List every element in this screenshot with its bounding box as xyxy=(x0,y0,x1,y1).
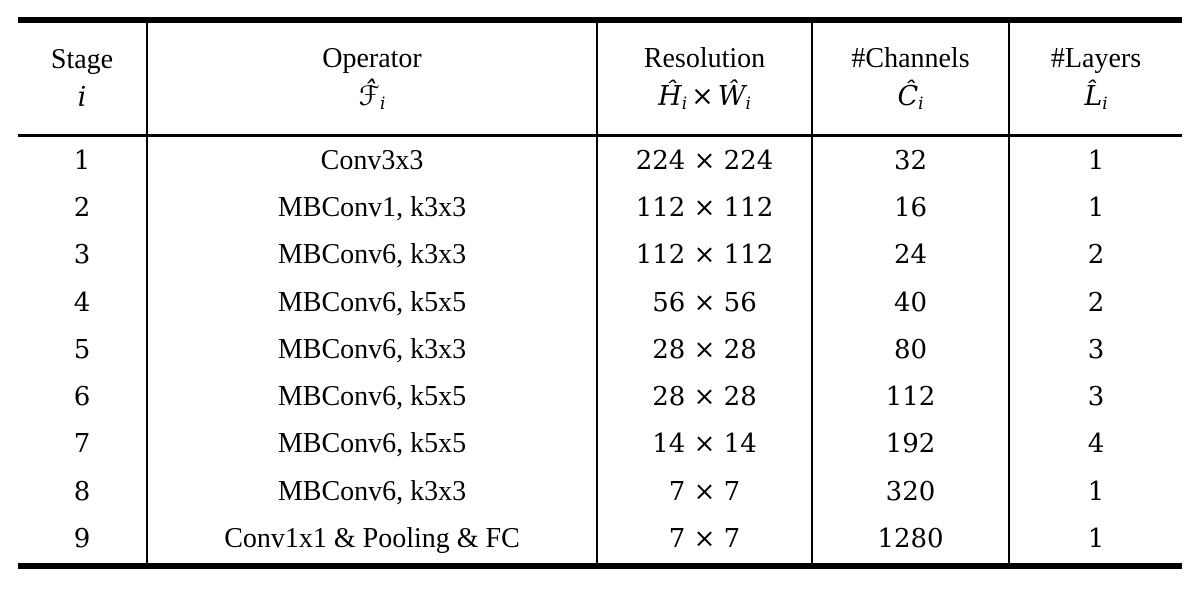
header-stage-title: Stage xyxy=(50,43,114,75)
table-row: 5 MBConv6, k3x3 28 × 28 80 3 xyxy=(18,326,1182,374)
architecture-table: Stage i Operator ℱ̂i Resolution Ĥi × Ŵi #C… xyxy=(18,17,1182,569)
cell-layers: 4 xyxy=(1087,429,1105,460)
table-row: 8 MBConv6, k3x3 7 × 7 320 1 xyxy=(18,468,1182,516)
cell-channels: 320 xyxy=(813,468,1010,516)
table-body: 1 Conv3x3 224 × 224 32 1 2 MBConv1, k3x3 112 × … xyxy=(18,137,1182,563)
header-channels-title: #Channels xyxy=(851,43,970,75)
table-top-rule xyxy=(18,17,1182,23)
header-resolution-symbol: Ĥi × Ŵi xyxy=(658,81,751,114)
table-row: 3 MBConv6, k3x3 112 × 112 24 2 xyxy=(18,231,1182,279)
cell-channels: 192 xyxy=(813,420,1010,469)
cell-channels: 40 xyxy=(813,278,1010,327)
cell-resolution: 28 × 28 xyxy=(598,373,813,421)
cell-resolution: 14 × 14 xyxy=(598,420,813,469)
cell-operator: MBConv6, k5x5 xyxy=(148,420,598,469)
cell-operator: MBConv1, k3x3 xyxy=(148,184,598,232)
cell-channels: 80 xyxy=(813,326,1010,374)
table-header-row: Stage i Operator ℱ̂i Resolution Ĥi × Ŵi #C… xyxy=(18,23,1182,134)
cell-operator: MBConv6, k3x3 xyxy=(148,468,598,516)
cell-stage: 5 xyxy=(18,326,148,374)
header-operator-symbol: ℱ̂i xyxy=(358,81,386,114)
cell-stage: 7 xyxy=(18,420,148,469)
header-stage-symbol: i xyxy=(77,81,87,113)
cell-stage: 1 xyxy=(18,137,148,185)
table-bottom-rule xyxy=(18,562,1182,569)
cell-resolution: 7 × 7 xyxy=(598,515,813,563)
table-row: 2 MBConv1, k3x3 112 × 112 16 1 xyxy=(18,184,1182,232)
cell-channels: 112 xyxy=(813,373,1010,421)
cell-operator: Conv3x3 xyxy=(148,137,598,185)
cell-stage: 8 xyxy=(18,468,148,516)
header-operator: Operator ℱ̂i xyxy=(148,23,598,134)
cell-resolution: 56 × 56 xyxy=(598,278,813,327)
cell-layers: 1 xyxy=(1087,524,1105,555)
cell-operator: MBConv6, k3x3 xyxy=(148,231,598,279)
cell-resolution: 224 × 224 xyxy=(598,137,813,185)
cell-channels: 32 xyxy=(813,137,1010,185)
header-resolution-title: Resolution xyxy=(643,43,766,75)
header-operator-title: Operator xyxy=(322,43,422,75)
header-channels-symbol: Ĉi xyxy=(897,81,924,114)
header-stage: Stage i xyxy=(18,23,148,134)
cell-layers: 2 xyxy=(1087,240,1105,271)
cell-operator: MBConv6, k3x3 xyxy=(148,326,598,374)
cell-layers: 1 xyxy=(1087,192,1105,223)
cell-operator: Conv1x1 & Pooling & FC xyxy=(148,515,598,563)
cell-channels: 16 xyxy=(813,184,1010,232)
table-row: 7 MBConv6, k5x5 14 × 14 192 4 xyxy=(18,420,1182,469)
cell-stage: 2 xyxy=(18,184,148,232)
cell-channels: 24 xyxy=(813,231,1010,279)
cell-resolution: 7 × 7 xyxy=(598,468,813,516)
header-resolution: Resolution Ĥi × Ŵi xyxy=(598,23,813,134)
cell-layers: 2 xyxy=(1087,287,1105,318)
table-row: 4 MBConv6, k5x5 56 × 56 40 2 xyxy=(18,278,1182,327)
cell-stage: 4 xyxy=(18,278,148,327)
cell-layers: 1 xyxy=(1087,476,1105,507)
table-row: 1 Conv3x3 224 × 224 32 1 xyxy=(18,137,1182,185)
table-row: 9 Conv1x1 & Pooling & FC 7 × 7 1280 1 xyxy=(18,515,1182,563)
cell-stage: 9 xyxy=(18,515,148,563)
header-layers-symbol: L̂i xyxy=(1084,81,1108,114)
cell-operator: MBConv6, k5x5 xyxy=(148,278,598,327)
header-layers-title: #Layers xyxy=(1050,43,1142,75)
cell-stage: 3 xyxy=(18,231,148,279)
cell-channels: 1280 xyxy=(813,515,1010,563)
cell-layers: 3 xyxy=(1087,382,1105,413)
header-layers: #Layers L̂i xyxy=(1010,23,1182,134)
cell-layers: 3 xyxy=(1087,334,1105,365)
cell-layers: 1 xyxy=(1087,145,1105,176)
cell-stage: 6 xyxy=(18,373,148,421)
cell-resolution: 112 × 112 xyxy=(598,184,813,232)
cell-operator: MBConv6, k5x5 xyxy=(148,373,598,421)
cell-resolution: 112 × 112 xyxy=(598,231,813,279)
table-row: 6 MBConv6, k5x5 28 × 28 112 3 xyxy=(18,373,1182,421)
header-channels: #Channels Ĉi xyxy=(813,23,1010,134)
table-header-rule xyxy=(18,134,1182,137)
cell-resolution: 28 × 28 xyxy=(598,326,813,374)
